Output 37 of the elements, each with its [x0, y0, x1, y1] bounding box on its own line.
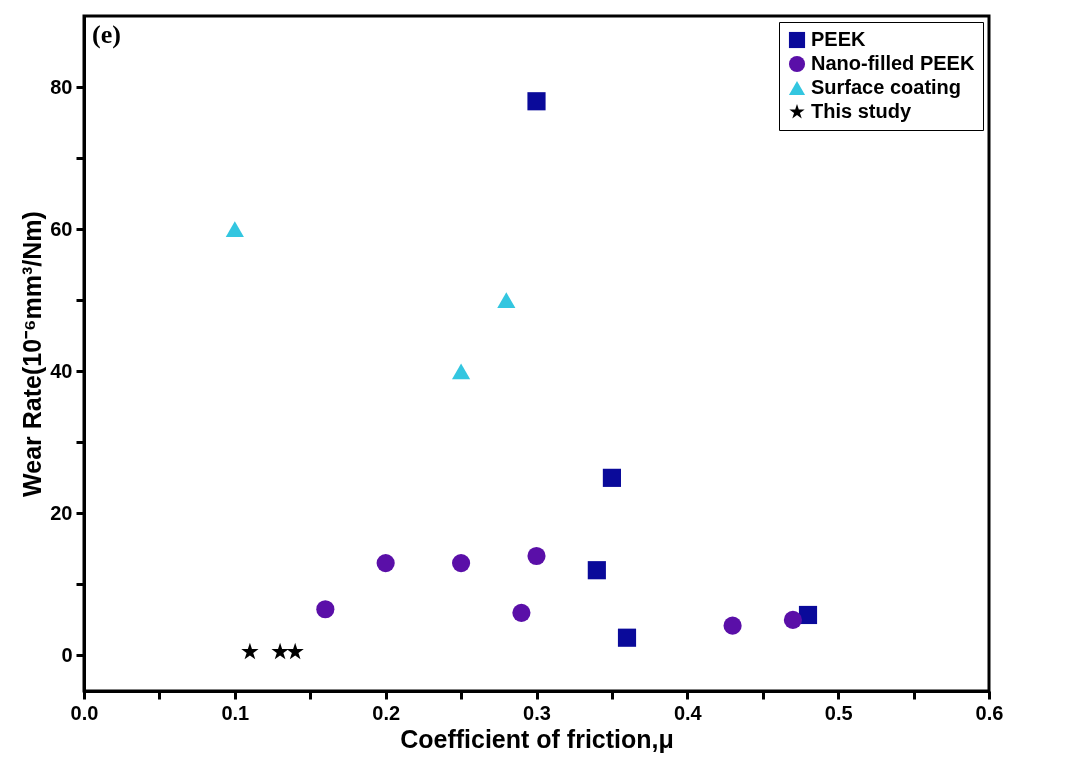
y-tick-label: 0	[61, 643, 73, 666]
legend-label: PEEK	[811, 28, 867, 50]
point	[527, 546, 546, 566]
point	[286, 642, 304, 660]
point	[798, 605, 818, 625]
x-tick-label: 0.6	[975, 701, 1004, 724]
point	[587, 561, 606, 580]
point	[376, 554, 395, 573]
point	[497, 292, 516, 309]
y-tick-label: 80	[50, 75, 73, 98]
x-tick-label: 0.1	[221, 701, 250, 724]
x-tick-label: 0.2	[372, 701, 401, 724]
x-axis-title: Coefficient of friction,μ	[400, 724, 674, 753]
point	[512, 603, 531, 622]
point	[271, 642, 289, 660]
y-tick-label: 40	[50, 359, 73, 382]
legend-label: Nano-filled PEEK	[811, 52, 975, 74]
x-tick-label: 0.0	[70, 701, 99, 724]
legend-label: Surface coating	[811, 76, 962, 98]
y-tick-label: 20	[50, 501, 73, 524]
point	[723, 616, 742, 635]
y-tick-label: 60	[50, 217, 73, 240]
annotation: (e)	[92, 20, 121, 49]
point	[452, 554, 471, 573]
point	[452, 363, 471, 380]
x-tick-label: 0.4	[673, 701, 703, 724]
x-tick-label: 0.5	[824, 701, 853, 724]
point	[225, 221, 244, 238]
y-axis-title: Wear Rate(10⁻⁶mm³/Nm)	[18, 211, 47, 497]
point	[527, 92, 546, 111]
point	[617, 628, 637, 647]
point	[783, 610, 802, 630]
point	[316, 600, 335, 619]
point	[602, 468, 621, 487]
x-tick-label: 0.3	[523, 701, 551, 724]
legend-label: This study	[811, 100, 912, 122]
point	[241, 642, 259, 660]
